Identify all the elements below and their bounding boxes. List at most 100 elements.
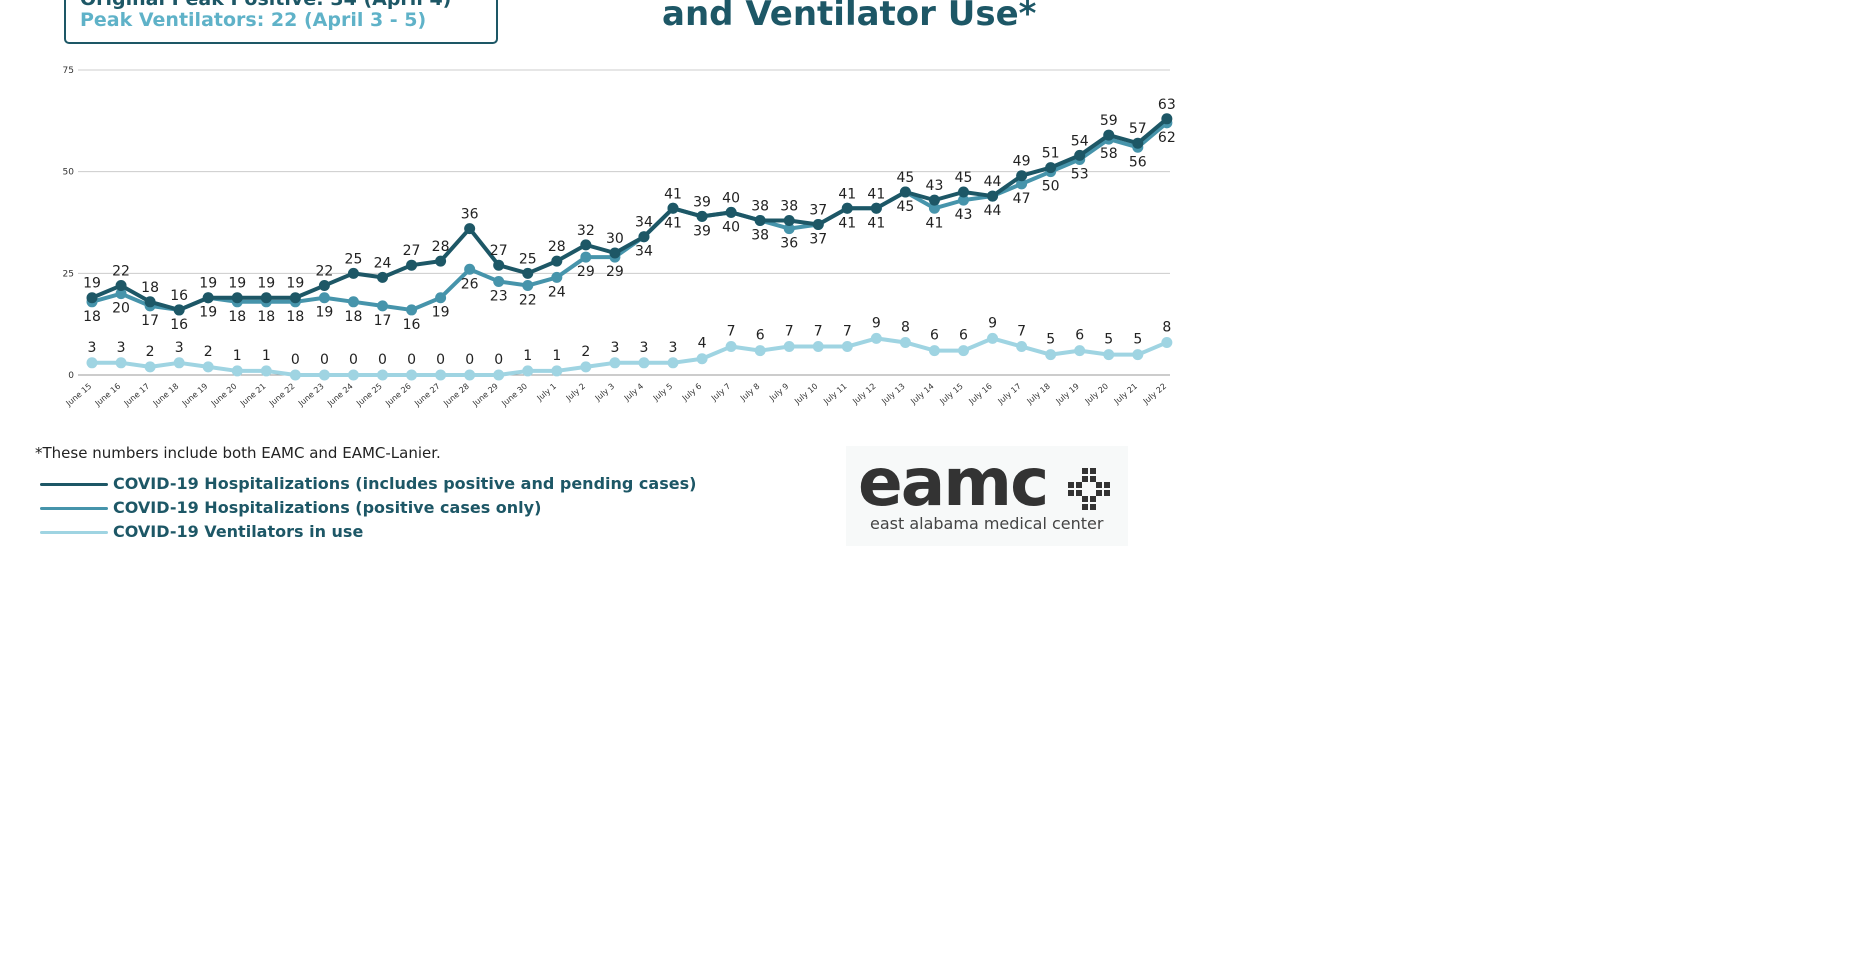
series-hosp-pos-point xyxy=(318,292,330,304)
x-tick-label: July 3 xyxy=(593,382,616,404)
legend-label: COVID-19 Ventilators in use xyxy=(113,522,364,541)
legend-label: COVID-19 Hospitalizations (positive case… xyxy=(113,498,542,517)
series-hosp-all-point xyxy=(202,292,214,304)
data-label-vent: 0 xyxy=(436,352,445,368)
data-label-hosp-all: 63 xyxy=(1158,97,1176,113)
y-tick-label: 0 xyxy=(68,371,74,381)
x-tick-label: June 20 xyxy=(209,382,239,409)
series-hosp-all-point xyxy=(115,280,127,292)
logo-wordmark: eamc xyxy=(858,444,1049,521)
series-vent-point xyxy=(928,345,940,357)
data-label-hosp-all: 22 xyxy=(315,264,333,280)
x-tick-label: July 20 xyxy=(1083,382,1110,407)
series-vent-point xyxy=(638,357,650,369)
series-hosp-all-point xyxy=(725,206,737,218)
data-label-hosp-pos: 36 xyxy=(780,236,798,252)
series-vent-point xyxy=(144,361,156,373)
series-hosp-pos-point xyxy=(435,292,447,304)
data-label-vent: 3 xyxy=(175,340,184,356)
series-vent-point xyxy=(987,332,999,344)
series-hosp-pos-point xyxy=(958,194,969,206)
data-label-hosp-pos: 18 xyxy=(257,309,275,325)
data-label-vent: 9 xyxy=(872,315,881,331)
data-label-vent: 1 xyxy=(233,348,242,364)
x-tick-label: July 5 xyxy=(651,382,674,404)
series-hosp-all-point xyxy=(609,247,621,259)
data-label-vent: 6 xyxy=(756,328,765,344)
y-tick-label: 50 xyxy=(63,168,75,178)
data-label-hosp-all: 40 xyxy=(722,190,740,206)
series-vent-point xyxy=(841,341,853,353)
x-tick-label: July 18 xyxy=(1025,382,1052,407)
legend-label: COVID-19 Hospitalizations (includes posi… xyxy=(113,474,697,493)
series-vent-point xyxy=(493,369,505,381)
data-label-vent: 0 xyxy=(291,352,300,368)
series-vent-point xyxy=(522,365,534,377)
data-label-hosp-all: 30 xyxy=(606,231,624,247)
data-label-hosp-all: 19 xyxy=(228,276,246,292)
x-tick-label: July 4 xyxy=(622,382,645,404)
data-label-hosp-pos: 44 xyxy=(984,203,1002,219)
data-label-vent: 2 xyxy=(146,344,155,360)
logo-tagline: east alabama medical center xyxy=(870,514,1104,533)
data-label-hosp-pos: 29 xyxy=(606,264,624,280)
data-label-vent: 3 xyxy=(117,340,126,356)
data-label-vent: 7 xyxy=(785,324,794,340)
data-label-hosp-all: 49 xyxy=(1013,154,1031,170)
data-label-vent: 2 xyxy=(204,344,213,360)
series-hosp-all-point xyxy=(899,186,911,198)
data-label-hosp-all: 16 xyxy=(170,288,188,304)
y-tick-label: 75 xyxy=(63,66,74,76)
data-label-hosp-all: 19 xyxy=(257,276,275,292)
data-label-hosp-pos: 16 xyxy=(170,317,188,333)
series-hosp-all-point xyxy=(928,194,940,206)
series-vent-point xyxy=(609,357,621,369)
data-label-hosp-pos: 19 xyxy=(199,305,217,321)
x-tick-label: June 15 xyxy=(64,382,94,409)
data-label-vent: 6 xyxy=(930,328,939,344)
data-label-vent: 6 xyxy=(1075,328,1084,344)
series-hosp-all-point xyxy=(1074,149,1086,161)
data-label-hosp-pos: 56 xyxy=(1129,154,1147,170)
data-label-hosp-pos: 37 xyxy=(809,232,827,248)
x-tick-label: July 22 xyxy=(1141,382,1168,407)
legend-swatch xyxy=(40,483,108,486)
series-vent-point xyxy=(580,361,592,373)
data-label-vent: 1 xyxy=(262,348,271,364)
series-hosp-all-point xyxy=(696,210,708,222)
data-label-hosp-pos: 17 xyxy=(374,313,392,329)
data-label-hosp-all: 28 xyxy=(432,239,450,255)
data-label-hosp-all: 19 xyxy=(286,276,304,292)
data-label-hosp-pos: 41 xyxy=(664,215,682,231)
x-tick-label: July 6 xyxy=(680,382,703,404)
series-hosp-pos-point xyxy=(580,251,592,263)
series-vent-point xyxy=(173,357,185,369)
series-hosp-all-point xyxy=(1016,170,1028,182)
data-label-hosp-pos: 18 xyxy=(345,309,363,325)
data-label-hosp-all: 38 xyxy=(780,198,798,214)
data-label-hosp-pos: 22 xyxy=(519,293,537,309)
data-label-hosp-pos: 26 xyxy=(461,276,479,292)
data-label-vent: 5 xyxy=(1104,332,1113,348)
data-label-hosp-all: 54 xyxy=(1071,133,1089,149)
data-label-hosp-all: 27 xyxy=(403,243,421,259)
data-label-vent: 5 xyxy=(1133,332,1142,348)
x-tick-label: June 25 xyxy=(354,382,384,409)
series-hosp-all-point xyxy=(173,304,185,316)
series-vent-point xyxy=(551,365,563,377)
series-hosp-all-point xyxy=(289,292,301,304)
data-label-hosp-pos: 34 xyxy=(635,244,653,260)
series-vent-point xyxy=(115,357,127,369)
data-label-hosp-pos: 41 xyxy=(926,215,944,231)
series-vent-point xyxy=(406,369,418,381)
data-label-vent: 7 xyxy=(843,324,852,340)
series-vent-point xyxy=(231,365,243,377)
series-hosp-all-point xyxy=(464,223,476,235)
x-tick-label: June 16 xyxy=(93,382,123,409)
data-label-vent: 3 xyxy=(669,340,678,356)
data-label-vent: 8 xyxy=(1162,319,1171,335)
chart-title: and Ventilator Use* xyxy=(662,0,1037,34)
x-tick-label: July 7 xyxy=(709,382,732,404)
series-hosp-all-point xyxy=(638,231,650,243)
data-label-hosp-pos: 16 xyxy=(403,317,421,333)
